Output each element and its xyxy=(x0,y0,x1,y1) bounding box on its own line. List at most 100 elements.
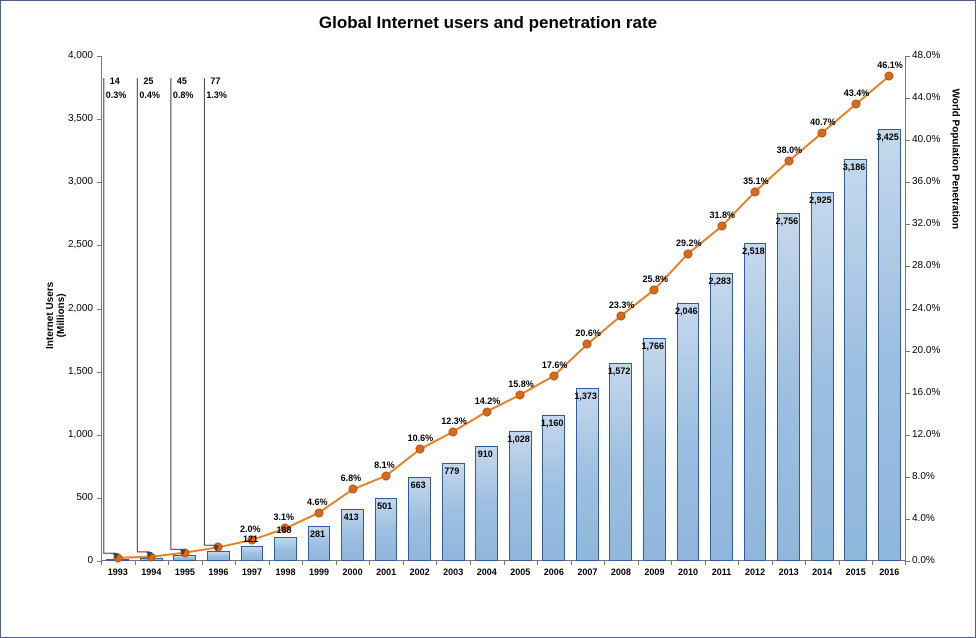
tickmark xyxy=(504,561,505,565)
tickmark xyxy=(403,561,404,565)
x-tick-label: 2002 xyxy=(410,567,430,577)
tickmark xyxy=(906,266,910,267)
x-tick-label: 2015 xyxy=(846,567,866,577)
tickmark xyxy=(738,561,739,565)
y2-tick-label: 36.0% xyxy=(912,176,940,187)
tickmark xyxy=(369,561,370,565)
x-tick-label: 2009 xyxy=(644,567,664,577)
y2-tick-label: 4.0% xyxy=(912,513,935,524)
tickmark xyxy=(705,561,706,565)
pct-label: 25.8% xyxy=(642,274,668,284)
x-tick-label: 1995 xyxy=(175,567,195,577)
bar-label: 910 xyxy=(478,449,493,459)
bar-label: 2,518 xyxy=(742,246,765,256)
pct-label: 20.6% xyxy=(575,328,601,338)
tickmark xyxy=(906,351,910,352)
pct-label: 0.4% xyxy=(139,90,160,100)
pct-label: 31.8% xyxy=(710,210,736,220)
x-tick-label: 2005 xyxy=(510,567,530,577)
y1-tick-label: 1,000 xyxy=(68,429,93,440)
pct-label: 10.6% xyxy=(408,433,434,443)
bar-label: 14 xyxy=(110,76,120,86)
y1-tick-label: 500 xyxy=(76,492,93,503)
pct-label: 8.1% xyxy=(374,460,395,470)
tickmark xyxy=(906,224,910,225)
pct-label: 40.7% xyxy=(810,117,836,127)
bar-label: 45 xyxy=(177,76,187,86)
tickmark xyxy=(604,561,605,565)
x-tick-label: 1999 xyxy=(309,567,329,577)
y1-label-line2: (Millions) xyxy=(56,281,67,348)
bar-label: 3,425 xyxy=(876,132,899,142)
bar-label: 3,186 xyxy=(843,162,866,172)
bar-label: 1,766 xyxy=(641,341,664,351)
bar-label: 501 xyxy=(377,501,392,511)
y2-tick-label: 8.0% xyxy=(912,471,935,482)
x-tick-label: 1997 xyxy=(242,567,262,577)
pct-label: 1.3% xyxy=(206,90,227,100)
y2-tick-label: 40.0% xyxy=(912,134,940,145)
y2-tick-label: 12.0% xyxy=(912,429,940,440)
bar-label: 1,572 xyxy=(608,366,631,376)
y2-tick-label: 32.0% xyxy=(912,218,940,229)
pct-label: 0.3% xyxy=(106,90,127,100)
x-tick-label: 2011 xyxy=(712,567,732,577)
tickmark xyxy=(537,561,538,565)
tickmark xyxy=(906,435,910,436)
x-tick-label: 2010 xyxy=(678,567,698,577)
x-tick-label: 2008 xyxy=(611,567,631,577)
chart-frame: Global Internet users and penetration ra… xyxy=(0,0,976,638)
y2-tick-label: 20.0% xyxy=(912,345,940,356)
pct-label: 43.4% xyxy=(844,88,870,98)
x-tick-label: 2007 xyxy=(577,567,597,577)
x-tick-label: 1993 xyxy=(108,567,128,577)
y2-axis-label: World Population Penetration xyxy=(949,88,960,228)
tickmark xyxy=(906,393,910,394)
x-tick-label: 2012 xyxy=(745,567,765,577)
tickmark xyxy=(470,561,471,565)
tickmark xyxy=(168,561,169,565)
x-tick-label: 2004 xyxy=(477,567,497,577)
tickmark xyxy=(302,561,303,565)
bar-label: 188 xyxy=(276,525,291,535)
y1-tick-label: 3,500 xyxy=(68,113,93,124)
x-tick-label: 2016 xyxy=(879,567,899,577)
tickmark xyxy=(202,561,203,565)
tickmark xyxy=(772,561,773,565)
tickmark xyxy=(436,561,437,565)
x-tick-label: 1998 xyxy=(275,567,295,577)
y2-tick-label: 0.0% xyxy=(912,555,935,566)
x-tick-label: 1994 xyxy=(141,567,161,577)
y1-tick-label: 0 xyxy=(87,555,93,566)
y2-tick-label: 48.0% xyxy=(912,50,940,61)
tickmark xyxy=(906,519,910,520)
bar-label: 779 xyxy=(444,466,459,476)
x-tick-label: 2001 xyxy=(376,567,396,577)
tickmark xyxy=(905,561,906,565)
tickmark xyxy=(805,561,806,565)
y1-tick-label: 2,000 xyxy=(68,303,93,314)
pct-label: 4.6% xyxy=(307,497,328,507)
tickmark xyxy=(906,140,910,141)
pct-label: 38.0% xyxy=(777,145,803,155)
tickmark xyxy=(906,182,910,183)
tickmark xyxy=(906,309,910,310)
pct-label: 23.3% xyxy=(609,300,635,310)
y2-tick-label: 44.0% xyxy=(912,92,940,103)
y2-tick-label: 24.0% xyxy=(912,303,940,314)
y1-tick-label: 4,000 xyxy=(68,50,93,61)
bar-label: 121 xyxy=(243,534,258,544)
y1-axis-label: Internet Users(Millions) xyxy=(45,281,67,348)
bar-label: 2,756 xyxy=(776,216,799,226)
bar-label: 1,160 xyxy=(541,418,564,428)
pct-label: 15.8% xyxy=(508,379,534,389)
y2-tick-label: 28.0% xyxy=(912,260,940,271)
bar-label: 1,028 xyxy=(507,434,530,444)
tickmark xyxy=(839,561,840,565)
pct-label: 12.3% xyxy=(441,416,467,426)
plot-area: 0.3%140.4%250.8%451.3%772.0%1213.1%1884.… xyxy=(101,56,906,561)
pct-label: 0.8% xyxy=(173,90,194,100)
x-tick-label: 2013 xyxy=(779,567,799,577)
x-tick-label: 2006 xyxy=(544,567,564,577)
bar-label: 2,046 xyxy=(675,306,698,316)
